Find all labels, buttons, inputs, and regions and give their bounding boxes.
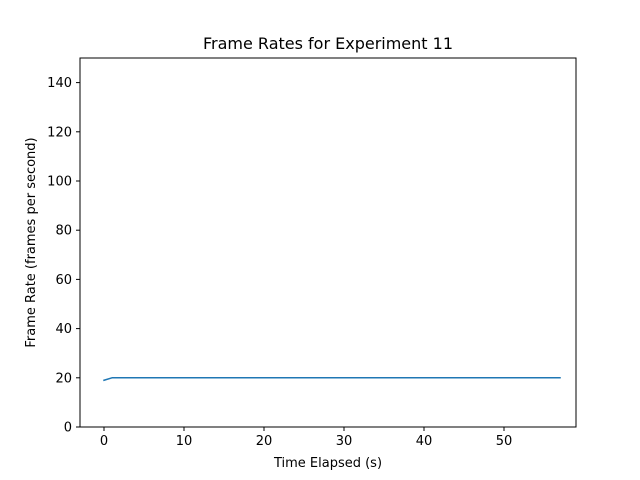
y-tick-label: 40 bbox=[55, 322, 72, 337]
x-tick-label: 0 bbox=[100, 434, 108, 449]
plot-frame bbox=[79, 57, 577, 428]
y-tick-label: 20 bbox=[55, 371, 72, 386]
series-layer bbox=[103, 377, 561, 382]
y-tick-label: 140 bbox=[47, 76, 72, 91]
chart-title: Frame Rates for Experiment 11 bbox=[203, 34, 453, 53]
y-tick-label: 120 bbox=[47, 125, 72, 140]
y-tick-label: 80 bbox=[55, 224, 72, 239]
x-axis-label: Time Elapsed (s) bbox=[273, 456, 382, 471]
y-tick-label: 60 bbox=[55, 273, 72, 288]
y-axis-label: Frame Rate (frames per second) bbox=[24, 137, 39, 347]
y-axis-ticks: 0 20 40 60 80 100 120 140 bbox=[47, 76, 80, 436]
x-tick-label: 50 bbox=[496, 434, 513, 449]
x-tick-label: 40 bbox=[416, 434, 433, 449]
x-tick-label: 10 bbox=[176, 434, 193, 449]
x-axis-ticks: 0 10 20 30 40 50 bbox=[100, 427, 512, 449]
y-tick-label: 0 bbox=[64, 421, 72, 436]
x-tick-label: 20 bbox=[256, 434, 273, 449]
y-tick-label: 100 bbox=[47, 175, 72, 190]
x-tick-label: 30 bbox=[336, 434, 353, 449]
series-line bbox=[103, 377, 561, 382]
